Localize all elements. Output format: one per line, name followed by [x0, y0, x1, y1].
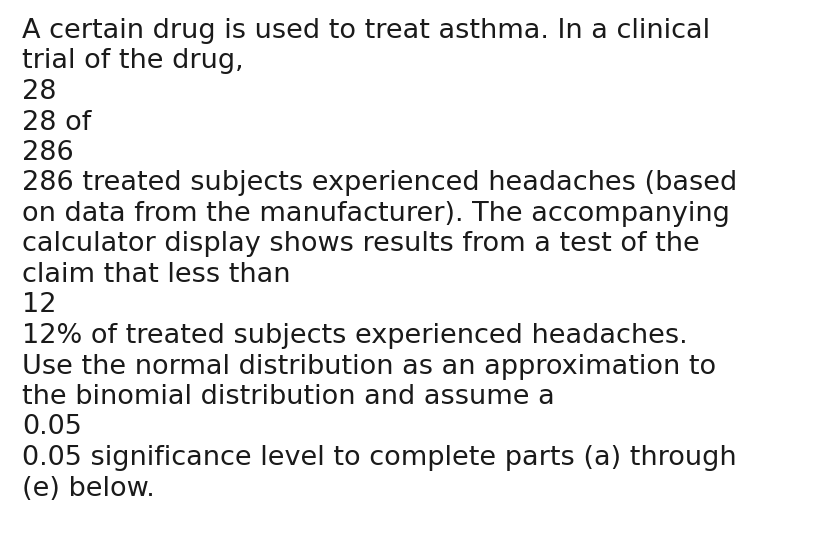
Text: 0.05 significance level to complete parts (a) through: 0.05 significance level to complete part…: [22, 445, 737, 471]
Text: 28: 28: [22, 79, 56, 105]
Text: calculator display shows results from a test of the: calculator display shows results from a …: [22, 231, 700, 257]
Text: on data from the manufacturer). The accompanying: on data from the manufacturer). The acco…: [22, 201, 730, 227]
Text: 286: 286: [22, 140, 74, 166]
Text: 12% of treated subjects experienced headaches.: 12% of treated subjects experienced head…: [22, 323, 687, 349]
Text: trial of the drug,: trial of the drug,: [22, 49, 244, 75]
Text: 28 of: 28 of: [22, 109, 91, 135]
Text: A certain drug is used to treat asthma. In a clinical: A certain drug is used to treat asthma. …: [22, 18, 710, 44]
Text: claim that less than: claim that less than: [22, 262, 290, 288]
Text: (e) below.: (e) below.: [22, 475, 155, 502]
Text: 286 treated subjects experienced headaches (based: 286 treated subjects experienced headach…: [22, 171, 737, 197]
Text: the binomial distribution and assume a: the binomial distribution and assume a: [22, 384, 555, 410]
Text: 0.05: 0.05: [22, 415, 82, 440]
Text: Use the normal distribution as an approximation to: Use the normal distribution as an approx…: [22, 353, 716, 380]
Text: 12: 12: [22, 293, 56, 319]
